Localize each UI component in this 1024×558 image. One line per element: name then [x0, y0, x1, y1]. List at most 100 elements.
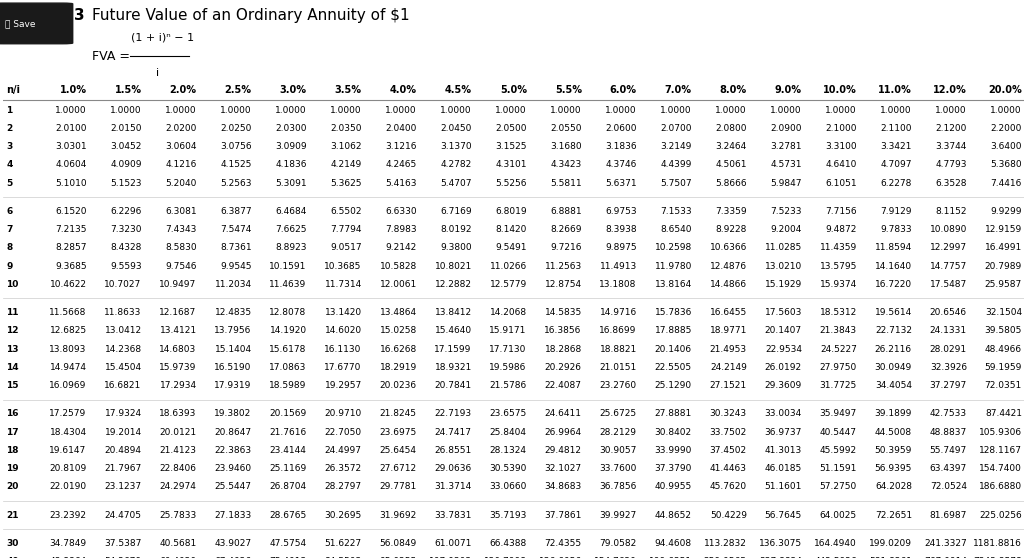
Text: 10: 10 [6, 280, 18, 289]
Text: 15.9171: 15.9171 [489, 326, 526, 335]
Text: 10.6366: 10.6366 [710, 243, 746, 252]
Text: 4.7793: 4.7793 [936, 160, 967, 170]
Text: 50.4229: 50.4229 [710, 511, 746, 519]
Text: 26.3572: 26.3572 [325, 464, 361, 473]
Text: 60.4020: 60.4020 [160, 557, 197, 558]
Text: 10.7027: 10.7027 [104, 280, 141, 289]
Text: 5.2040: 5.2040 [165, 179, 197, 187]
Text: 61.0071: 61.0071 [434, 539, 472, 548]
Text: 24.4997: 24.4997 [325, 446, 361, 455]
Text: 24.7417: 24.7417 [435, 427, 472, 436]
Text: 14.5835: 14.5835 [545, 308, 582, 317]
Text: 45.7620: 45.7620 [710, 482, 746, 491]
Text: 12.4835: 12.4835 [215, 308, 252, 317]
Text: 5.5811: 5.5811 [550, 179, 582, 187]
Text: 2.0350: 2.0350 [330, 124, 361, 133]
Text: 8.9228: 8.9228 [716, 225, 746, 234]
Text: 26.8551: 26.8551 [434, 446, 472, 455]
Text: 19.2014: 19.2014 [104, 427, 141, 436]
Text: 4.1525: 4.1525 [220, 160, 252, 170]
Text: 28.6765: 28.6765 [269, 511, 307, 519]
Text: 41.4463: 41.4463 [710, 464, 746, 473]
Text: 13.0412: 13.0412 [104, 326, 141, 335]
Text: 20.8647: 20.8647 [215, 427, 252, 436]
Text: 23.1237: 23.1237 [104, 482, 141, 491]
Text: 31.9692: 31.9692 [380, 511, 417, 519]
Text: 30.3243: 30.3243 [710, 410, 746, 418]
Text: 15.1404: 15.1404 [215, 344, 252, 354]
Text: 26.0192: 26.0192 [765, 363, 802, 372]
Text: 21.4123: 21.4123 [160, 446, 197, 455]
Text: 4.0909: 4.0909 [111, 160, 141, 170]
Text: 15.4504: 15.4504 [104, 363, 141, 372]
Text: 9.5593: 9.5593 [110, 262, 141, 271]
Text: 55.7497: 55.7497 [930, 446, 967, 455]
Text: 40: 40 [6, 557, 18, 558]
Text: 8: 8 [6, 243, 12, 252]
Text: 107.0303: 107.0303 [429, 557, 472, 558]
Text: 13.8412: 13.8412 [434, 308, 472, 317]
Text: 6.3877: 6.3877 [220, 207, 252, 216]
Text: 4.5731: 4.5731 [770, 160, 802, 170]
Text: 6.2296: 6.2296 [111, 207, 141, 216]
Text: 3.1216: 3.1216 [385, 142, 417, 151]
Text: 26.2116: 26.2116 [874, 344, 912, 354]
Text: 20.1407: 20.1407 [765, 326, 802, 335]
Text: 56.9395: 56.9395 [874, 464, 912, 473]
Text: 21.5786: 21.5786 [489, 381, 526, 390]
Text: 11.0%: 11.0% [879, 85, 912, 95]
Text: 72.0351: 72.0351 [985, 381, 1022, 390]
Text: 4.2465: 4.2465 [385, 160, 417, 170]
Text: 20.6546: 20.6546 [930, 308, 967, 317]
Text: 5: 5 [6, 179, 12, 187]
Text: 1.0000: 1.0000 [330, 105, 361, 115]
Text: 7.9129: 7.9129 [881, 207, 912, 216]
Text: 9.5491: 9.5491 [496, 243, 526, 252]
Text: 6.9753: 6.9753 [605, 207, 637, 216]
Text: 35.7193: 35.7193 [489, 511, 526, 519]
Text: 24.6411: 24.6411 [545, 410, 582, 418]
Text: 11.2034: 11.2034 [215, 280, 252, 289]
Text: 9.2142: 9.2142 [385, 243, 417, 252]
Text: 23.4144: 23.4144 [269, 446, 307, 455]
Text: Future Value of an Ordinary Annuity of $1: Future Value of an Ordinary Annuity of $… [92, 8, 410, 23]
Text: 15.7836: 15.7836 [654, 308, 692, 317]
Text: 2.0250: 2.0250 [220, 124, 252, 133]
Text: 1.0000: 1.0000 [825, 105, 857, 115]
Text: 12.8754: 12.8754 [545, 280, 582, 289]
Text: 8.0%: 8.0% [720, 85, 746, 95]
Text: 22.7193: 22.7193 [434, 410, 472, 418]
Text: 10.0890: 10.0890 [930, 225, 967, 234]
Text: 20.2926: 20.2926 [545, 363, 582, 372]
Text: 24.5227: 24.5227 [820, 344, 857, 354]
Text: 14.9716: 14.9716 [600, 308, 637, 317]
Text: 1.0000: 1.0000 [220, 105, 252, 115]
Text: 3.2781: 3.2781 [770, 142, 802, 151]
Text: 128.1167: 128.1167 [979, 446, 1022, 455]
Text: 24.2149: 24.2149 [710, 363, 746, 372]
Text: 4.1836: 4.1836 [275, 160, 307, 170]
Text: 241.3327: 241.3327 [925, 539, 967, 548]
Text: 22.7050: 22.7050 [325, 427, 361, 436]
Text: 72.4355: 72.4355 [545, 539, 582, 548]
Text: 36.7856: 36.7856 [599, 482, 637, 491]
Text: 136.3075: 136.3075 [759, 539, 802, 548]
Text: 9.4872: 9.4872 [825, 225, 857, 234]
Text: 33.9990: 33.9990 [654, 446, 692, 455]
Text: 19.2957: 19.2957 [325, 381, 361, 390]
Text: 33.7831: 33.7831 [434, 511, 472, 519]
Text: 5.4707: 5.4707 [440, 179, 472, 187]
Text: 19.3802: 19.3802 [214, 410, 252, 418]
Text: 14: 14 [6, 363, 18, 372]
Text: 24.1331: 24.1331 [930, 326, 967, 335]
Text: 11.5668: 11.5668 [49, 308, 87, 317]
Text: 3.1370: 3.1370 [440, 142, 472, 151]
Text: 3.0909: 3.0909 [275, 142, 307, 151]
Text: 37.2797: 37.2797 [930, 381, 967, 390]
Text: 19: 19 [6, 464, 18, 473]
Text: 20.4894: 20.4894 [104, 446, 141, 455]
Text: 1.0000: 1.0000 [770, 105, 802, 115]
Text: 14.6803: 14.6803 [160, 344, 197, 354]
Text: 12.0061: 12.0061 [380, 280, 417, 289]
Text: i: i [156, 69, 159, 79]
